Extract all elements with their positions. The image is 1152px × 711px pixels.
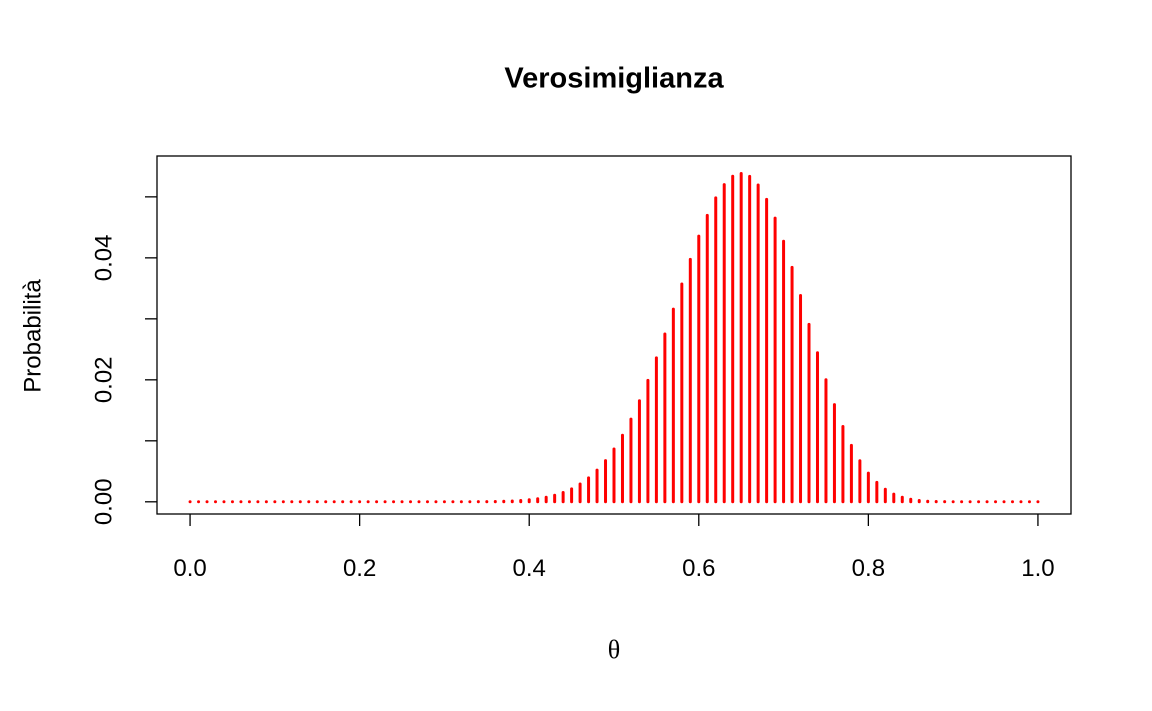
- y-tick-label: 0.02: [90, 356, 117, 403]
- y-tick-label: 0.00: [90, 478, 117, 525]
- x-tick-label: 0.2: [343, 555, 376, 582]
- plot-frame: [156, 155, 1072, 515]
- x-tick-label: 1.0: [1021, 555, 1054, 582]
- x-axis-label: θ: [608, 635, 620, 664]
- x-tick-label: 0.6: [682, 555, 715, 582]
- x-tick-label: 0.8: [852, 555, 885, 582]
- y-axis-label: Probabilità: [19, 279, 46, 393]
- x-tick-label: 0.0: [173, 555, 206, 582]
- x-tick-label: 0.4: [513, 555, 546, 582]
- chart-title: Verosimiglianza: [504, 63, 724, 95]
- y-tick-label: 0.04: [90, 234, 117, 281]
